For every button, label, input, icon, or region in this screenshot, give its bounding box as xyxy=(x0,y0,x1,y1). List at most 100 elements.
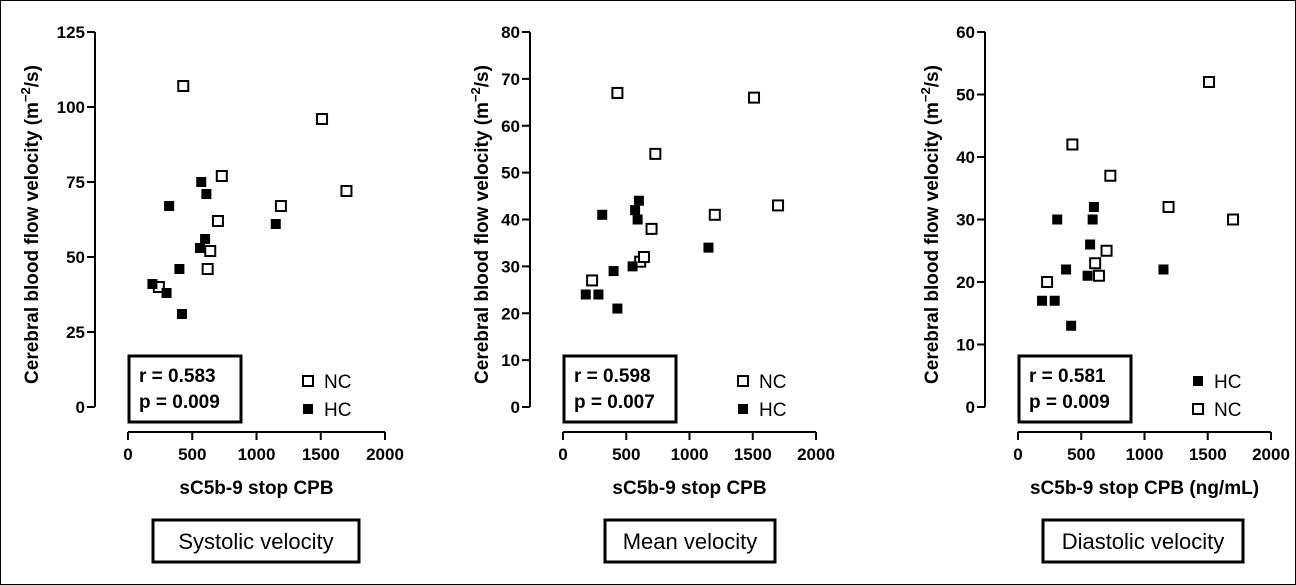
caption-box xyxy=(1041,518,1245,564)
x-tick-label: 1000 xyxy=(238,445,276,464)
x-tick-label: 500 xyxy=(612,445,640,464)
panel-caption: Mean velocity xyxy=(623,529,758,554)
stats-box xyxy=(127,354,243,424)
panel-caption: Diastolic velocity xyxy=(1062,529,1225,554)
panel-caption: Systolic velocity xyxy=(178,529,333,554)
x-axis-label: sC5b-9 stop CPB xyxy=(612,478,766,499)
data-point-hc xyxy=(630,205,641,216)
y-axis-label: Cerebral blood flow velocity (m−2/s) xyxy=(468,65,493,384)
correlation-r: r = 0.581 xyxy=(1029,366,1106,387)
y-tick-label: 30 xyxy=(956,211,975,230)
data-point-nc xyxy=(1227,213,1240,226)
x-tick-label: 2000 xyxy=(1252,445,1290,464)
data-point-nc xyxy=(611,86,624,99)
data-point-hc xyxy=(201,189,212,199)
data-point-hc xyxy=(1061,264,1072,275)
y-tick-label: 10 xyxy=(501,351,520,370)
y-tick-label: 40 xyxy=(501,211,520,230)
data-point-hc xyxy=(1052,214,1063,225)
y-tick-label: 0 xyxy=(966,398,975,417)
x-tick-label: 0 xyxy=(1013,445,1022,464)
y-tick-label: 30 xyxy=(501,257,520,276)
data-point-hc xyxy=(580,289,591,300)
stats-box xyxy=(1017,354,1133,424)
data-point-nc xyxy=(1041,276,1054,288)
data-point-nc xyxy=(772,199,785,212)
data-point-hc xyxy=(703,242,714,253)
x-tick-label: 1500 xyxy=(1189,445,1227,464)
y-tick-label: 70 xyxy=(501,70,520,89)
data-point-hc xyxy=(1087,214,1098,225)
y-tick-label: 20 xyxy=(956,273,975,292)
data-point-nc xyxy=(708,208,721,221)
correlation-r: r = 0.583 xyxy=(139,366,216,387)
legend-label-nc: NC xyxy=(759,372,786,393)
x-axis-label: sC5b-9 stop CPB (ng/mL) xyxy=(1030,478,1259,499)
data-point-nc xyxy=(211,215,224,227)
data-point-nc xyxy=(340,185,353,197)
correlation-r: r = 0.598 xyxy=(574,366,651,387)
data-point-hc xyxy=(1037,295,1048,306)
y-tick-label: 25 xyxy=(66,323,85,342)
caption-box xyxy=(603,518,777,564)
data-point-hc xyxy=(1088,202,1099,212)
x-tick-label: 1500 xyxy=(734,445,772,464)
data-point-hc xyxy=(176,309,187,319)
legend-marker-hc xyxy=(1193,376,1203,386)
data-point-nc xyxy=(748,91,761,104)
data-point-hc xyxy=(632,214,643,225)
data-point-hc xyxy=(1085,239,1096,250)
data-point-hc xyxy=(627,261,638,272)
y-tick-label: 60 xyxy=(956,23,975,42)
data-point-hc xyxy=(161,288,172,298)
legend-label-hc: HC xyxy=(324,400,351,421)
data-point-nc xyxy=(177,80,190,92)
x-axis-label: sC5b-9 stop CPB xyxy=(179,478,333,499)
data-point-hc xyxy=(164,201,175,211)
y-tick-label: 80 xyxy=(501,23,520,42)
x-tick-label: 1500 xyxy=(302,445,340,464)
legend-label-nc: NC xyxy=(324,372,351,393)
x-tick-label: 2000 xyxy=(797,445,835,464)
data-point-hc xyxy=(1066,320,1077,331)
data-point-nc xyxy=(1104,169,1117,182)
x-tick-label: 0 xyxy=(123,445,132,464)
y-tick-label: 50 xyxy=(956,86,975,105)
data-point-hc xyxy=(147,279,158,289)
y-tick-label: 75 xyxy=(66,173,85,192)
y-tick-label: 60 xyxy=(501,117,520,136)
legend-marker-nc xyxy=(737,375,749,387)
y-tick-label: 40 xyxy=(956,148,975,167)
data-point-nc xyxy=(1092,269,1105,282)
legend-label-hc: HC xyxy=(1214,372,1241,393)
data-point-nc xyxy=(1203,76,1216,88)
x-tick-label: 500 xyxy=(178,445,206,464)
data-point-nc xyxy=(1066,138,1079,151)
y-tick-label: 10 xyxy=(956,336,975,355)
data-point-nc xyxy=(1100,244,1113,257)
legend-marker-nc xyxy=(1192,403,1204,415)
chart-panel-2: 0 10 20 30 40 50 60 70 80 0 500 1000 1500 2000 sC5b-9 … xyxy=(468,23,835,564)
data-point-hc xyxy=(608,266,619,277)
data-point-nc xyxy=(645,222,658,235)
chart-panel-3: 0 10 20 30 40 50 60 0 500 1000 1500 2000 sC5b-9 stop… xyxy=(918,23,1290,564)
data-point-nc xyxy=(1089,257,1102,270)
legend-label-hc: HC xyxy=(759,400,786,421)
chart-panel-1: 0 25 50 75 100 125 0 500 1000 1500 2000 sC5b-9 stop… xyxy=(18,23,404,564)
y-tick-label: 0 xyxy=(511,398,520,417)
x-tick-label: 0 xyxy=(558,445,567,464)
data-point-nc xyxy=(274,200,287,212)
data-point-nc xyxy=(1162,201,1175,213)
y-tick-label: 50 xyxy=(501,164,520,183)
y-tick-label: 50 xyxy=(66,248,85,267)
p-value: p = 0.007 xyxy=(574,392,655,413)
y-tick-label: 20 xyxy=(501,304,520,323)
data-point-nc xyxy=(201,263,214,275)
data-point-nc xyxy=(215,170,228,182)
data-point-hc xyxy=(1158,264,1169,275)
legend-marker-nc xyxy=(302,375,314,387)
data-point-nc xyxy=(316,113,329,125)
data-point-hc xyxy=(196,177,207,187)
